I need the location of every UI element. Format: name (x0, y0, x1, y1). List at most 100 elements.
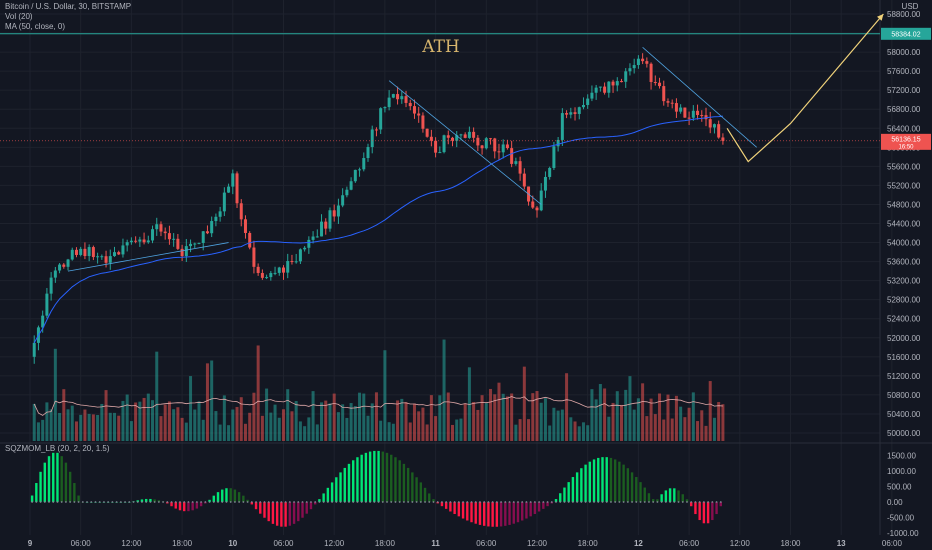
volume-bar (442, 339, 446, 441)
candle-body (248, 232, 252, 248)
oscillator-bar (259, 502, 262, 514)
time-tick-label: 18:00 (375, 539, 396, 548)
candles (32, 53, 725, 364)
squeeze-dot (221, 501, 224, 503)
oscillator-bar (301, 502, 304, 518)
squeeze-dot (305, 501, 308, 503)
price-tick-label: 57600.00 (887, 67, 921, 76)
squeeze-dot (60, 501, 63, 503)
candle-body (256, 266, 260, 273)
candle-body (417, 113, 421, 116)
squeeze-dot (301, 501, 304, 503)
oscillator-bar (35, 483, 38, 502)
volume-bar (429, 395, 433, 441)
legend-main[interactable]: Bitcoin / U.S. Dollar, 30, BITSTAMP Vol … (5, 2, 131, 32)
volume-bar (151, 400, 155, 441)
candle-body (598, 86, 602, 88)
squeeze-dot (132, 501, 135, 503)
oscillator-bar (284, 502, 287, 527)
squeeze-dot (466, 501, 469, 503)
volume-bar (632, 409, 636, 441)
volume-bar (252, 392, 256, 441)
candle-body (189, 243, 193, 247)
volume-bar (412, 403, 416, 441)
volume-bar (332, 393, 336, 441)
oscillator-bar (280, 502, 283, 527)
trendline (67, 242, 229, 272)
volume-bar (231, 409, 235, 441)
candle-body (328, 210, 332, 229)
volume-bar (324, 400, 328, 441)
volume-bar (336, 412, 340, 441)
volume-bar (189, 376, 193, 441)
volume-bar (353, 406, 357, 441)
squeeze-dot (364, 501, 367, 503)
oscillator-bar (368, 451, 372, 502)
legend-symbol: Bitcoin / U.S. Dollar, 30, BITSTAMP (5, 2, 132, 11)
oscillator-bar (461, 502, 465, 519)
squeeze-dot (318, 501, 321, 503)
oscillator-bar (267, 502, 270, 522)
candle-body (624, 71, 628, 82)
candle-body (408, 102, 412, 107)
projection-path (726, 13, 884, 163)
oscillator-bar (187, 502, 190, 512)
volume-bar (586, 425, 590, 441)
price-axis-currency: USD (902, 2, 919, 11)
legend-volume: Vol (20) (5, 12, 33, 21)
legend-oscillator[interactable]: SQZMOM_LB (20, 2, 20, 1.5) (5, 444, 109, 454)
oscillator-bar (423, 487, 427, 502)
price-tick-label: 54000.00 (887, 239, 921, 248)
squeeze-dot (35, 501, 38, 503)
candle-body (260, 272, 264, 278)
oscillator-bar (254, 502, 258, 510)
oscillator-bar (698, 502, 701, 521)
squeeze-dot (567, 501, 570, 503)
oscillator-bar (394, 457, 397, 502)
candle-body (611, 81, 615, 86)
oscillator-bar (47, 456, 51, 502)
candle-body (569, 112, 573, 115)
squeeze-dot (694, 501, 697, 503)
volume-bar (721, 404, 725, 441)
squeeze-dot (52, 501, 55, 503)
oscillator-bar (339, 472, 342, 502)
squeeze-dot (639, 501, 642, 503)
squeeze-dot (373, 501, 376, 503)
candle-body (556, 139, 560, 147)
oscillator-bar (618, 461, 621, 502)
candle-body (332, 210, 336, 217)
squeeze-dot (702, 501, 705, 503)
volume-bar (163, 404, 167, 441)
candle-body (294, 261, 298, 263)
volume-bar (303, 426, 307, 441)
squeeze-dot (403, 501, 405, 503)
squeeze-dot (381, 501, 384, 503)
squeeze-dot (65, 501, 67, 503)
candle-body (565, 113, 569, 115)
candle-body (277, 267, 281, 273)
volume-bar (79, 414, 83, 441)
oscillator-bar (529, 502, 532, 517)
candle-body (687, 117, 691, 119)
price-tick-label: 52800.00 (887, 296, 921, 305)
squeeze-dot (162, 501, 164, 503)
candle-body (459, 134, 463, 136)
legend-sqzmom: SQZMOM_LB (20, 2, 20, 1.5) (5, 444, 110, 453)
squeeze-dot (310, 501, 312, 503)
volume-bar (290, 411, 294, 441)
squeeze-dot (681, 501, 684, 503)
trendlines (0, 13, 884, 272)
candle-body (451, 137, 454, 141)
oscillator-bar (170, 502, 173, 507)
candle-body (484, 138, 488, 149)
volume-bar (269, 412, 273, 441)
candle-body (265, 277, 269, 279)
price-tick-label: 58000.00 (887, 48, 921, 57)
oscillator-bar (330, 482, 334, 502)
oscillator-bar (575, 472, 579, 502)
ath-price-tag-text: 58384.02 (891, 31, 920, 38)
oscillator-bar (643, 487, 646, 502)
volume-bar (70, 405, 74, 441)
